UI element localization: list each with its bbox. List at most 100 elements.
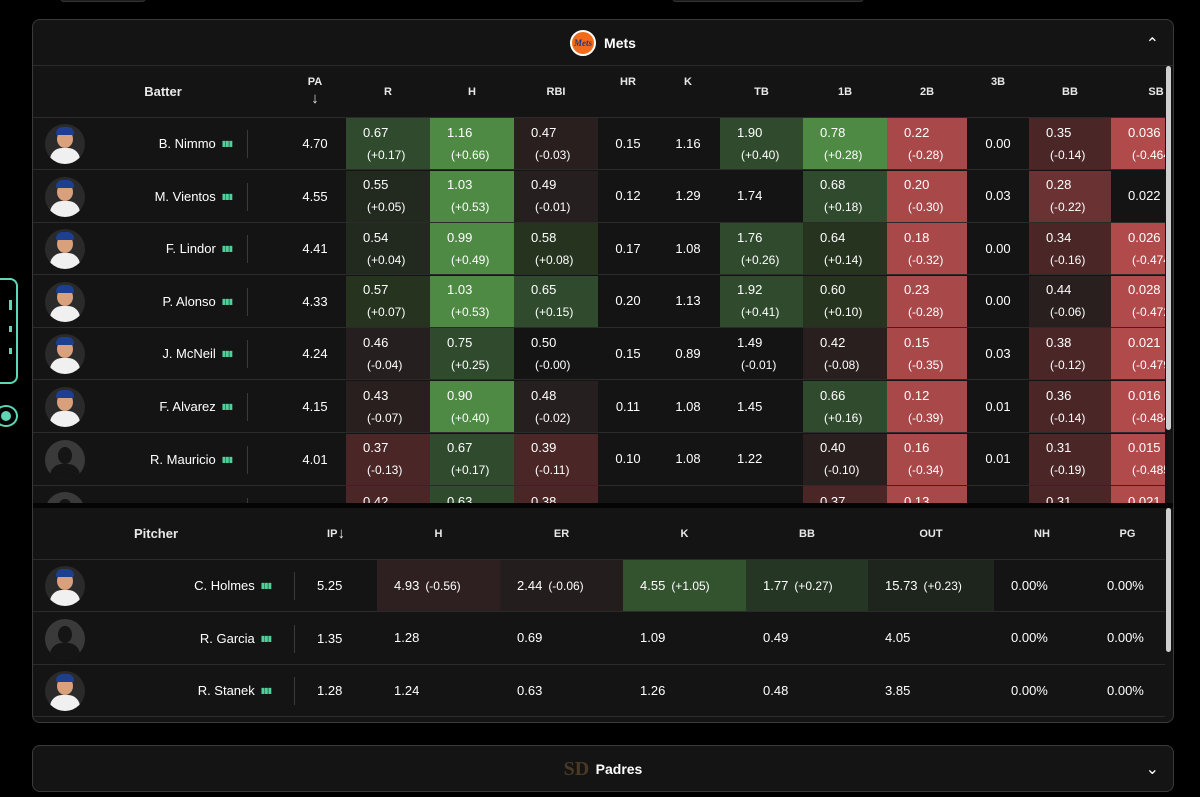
bar-chart-icon[interactable]: ▮▮▮: [221, 139, 233, 148]
stat-value: 1.24: [394, 682, 420, 698]
stat-cell-2b: 0.13: [887, 486, 967, 503]
col-header-r[interactable]: R: [384, 85, 392, 98]
stat-cell-rbi: 0.47 (-0.03): [514, 118, 598, 169]
bar-chart-icon[interactable]: ▮▮▮: [260, 686, 272, 696]
pa-value: [285, 486, 345, 503]
avatar-silhouette: [45, 492, 85, 503]
ip-header[interactable]: IP ↓: [295, 508, 377, 559]
table-row[interactable]: F. Lindor ▮▮▮ 4.41 0.54 (+0.04) 0.99 (+0.49) 0.…: [33, 223, 1165, 276]
player-name[interactable]: M. Vientos ▮▮▮: [113, 171, 233, 222]
player-name[interactable]: F. Lindor ▮▮▮: [113, 223, 233, 274]
bar-chart-icon[interactable]: ▮▮▮: [260, 581, 272, 590]
stat-value: 0.89: [675, 345, 701, 361]
col-header-tb[interactable]: TB: [754, 85, 769, 98]
col-header-bb[interactable]: BB: [1062, 85, 1078, 98]
batter-table: Batter PA ↓ R H RBI HR K TB 1B 2B 3B BB SB B. Nimmo ▮▮▮…: [33, 66, 1165, 503]
stat-value: 0.46: [363, 334, 389, 350]
bar-chart-icon[interactable]: ▮▮▮: [221, 244, 233, 254]
table-row[interactable]: C. Holmes ▮▮▮ 5.25 4.93 (-0.56) 2.44 (-0.06) 4.…: [33, 560, 1165, 612]
bar-chart-icon[interactable]: ▮▮▮: [221, 402, 233, 411]
mets-panel: Mets Mets ⌃ Batter PA ↓ R H RBI HR K TB 1B 2B 3B BB S…: [32, 19, 1174, 723]
stat-value: 0.022: [1128, 188, 1161, 204]
table-row[interactable]: R. Garcia ▮▮▮ 1.35 1.28 0.69 1.09 0.49 4.05 0.00…: [33, 613, 1165, 665]
padres-panel-header[interactable]: SD Padres ⌄: [32, 745, 1174, 792]
col-header-er[interactable]: ER: [553, 527, 570, 540]
player-name[interactable]: R. Mauricio ▮▮▮: [113, 434, 233, 485]
table-row[interactable]: M. Vientos ▮▮▮ 4.55 0.55 (+0.05) 1.03 (+0.53) 0…: [33, 170, 1165, 223]
pa-header[interactable]: PA ↓: [285, 66, 345, 117]
table-row[interactable]: P. Alonso ▮▮▮ 4.33 0.57 (+0.07) 1.03 (+0.53) 0.…: [33, 275, 1165, 328]
stat-cell-3b: [967, 486, 1029, 503]
mets-panel-header[interactable]: Mets Mets ⌃: [33, 20, 1173, 66]
player-name[interactable]: R. Garcia ▮▮▮: [113, 613, 272, 664]
col-header-1b[interactable]: 1B: [837, 85, 853, 98]
batter-header-label: Batter: [144, 84, 182, 99]
radio-toggle-icon[interactable]: [0, 405, 18, 427]
stat-value: 0.65: [531, 282, 557, 298]
chevron-down-icon[interactable]: ⌄: [1145, 761, 1159, 778]
stat-cell-bb: 1.77 (+0.27): [746, 560, 868, 611]
stat-delta: (+0.07): [367, 305, 406, 320]
col-header-k[interactable]: K: [684, 76, 692, 88]
stat-cell-k: [658, 486, 718, 503]
stat-value: 0.54: [363, 229, 389, 245]
bar-chart-icon[interactable]: ▮▮▮: [221, 454, 233, 464]
col-header-sb[interactable]: SB: [1148, 85, 1164, 98]
col-header-h[interactable]: H: [434, 527, 443, 540]
stat-delta: (-0.14): [1050, 147, 1086, 162]
col-header-hr[interactable]: HR: [620, 76, 636, 88]
stat-cell-k: 1.09: [623, 613, 746, 664]
stat-cell-2b: 0.23 (-0.28): [887, 275, 967, 327]
avatar: [45, 229, 85, 270]
stat-value: 0.31: [1046, 440, 1072, 456]
stat-value: 2.44: [517, 577, 543, 593]
batter-scrollbar[interactable]: [1166, 66, 1171, 430]
col-header-pg[interactable]: PG: [1119, 527, 1136, 540]
stat-value: 3.85: [885, 682, 911, 698]
pitcher-header-row: Pitcher IP ↓ H ER K BB OUT NH PG: [33, 508, 1165, 560]
stat-delta: (-0.34): [908, 463, 944, 478]
chevron-up-icon[interactable]: ⌃: [1145, 36, 1159, 53]
col-header-2b[interactable]: 2B: [919, 85, 935, 98]
sort-down-icon[interactable]: ↓: [337, 525, 345, 542]
table-row[interactable]: B. Nimmo ▮▮▮ 4.70 0.67 (+0.17) 1.16 (+0.66) 0.4…: [33, 118, 1165, 170]
player-name[interactable]: B. Nimmo ▮▮▮: [113, 118, 233, 169]
col-header-rbi[interactable]: RBI: [546, 85, 566, 98]
bar-chart-icon[interactable]: ▮▮▮: [260, 633, 272, 643]
player-name[interactable]: F. Alvarez ▮▮▮: [113, 381, 233, 432]
pitcher-scrollbar[interactable]: [1166, 508, 1171, 652]
sort-down-icon[interactable]: ↓: [311, 90, 319, 107]
player-name[interactable]: R. Stanek ▮▮▮: [113, 665, 272, 716]
stat-cell-rbi: 0.58 (+0.08): [514, 223, 598, 275]
col-header-bb[interactable]: BB: [799, 527, 815, 540]
stat-value: 0.00%: [1107, 630, 1144, 646]
player-name[interactable]: C. Holmes ▮▮▮: [113, 560, 272, 611]
col-header-k[interactable]: K: [680, 527, 689, 540]
bar-chart-icon[interactable]: ▮▮▮: [221, 191, 233, 201]
stat-value: 0.20: [615, 293, 641, 309]
bar-chart-icon[interactable]: ▮▮▮: [221, 349, 233, 359]
player-name[interactable]: P. Alonso ▮▮▮: [113, 276, 234, 327]
avatar-silhouette: [45, 439, 85, 480]
player-name[interactable]: J. McNeil ▮▮▮: [113, 328, 233, 379]
player-name[interactable]: [113, 486, 232, 503]
col-header-nh[interactable]: NH: [1034, 527, 1050, 540]
stat-value: 0.35: [1046, 124, 1072, 140]
col-header-out[interactable]: OUT: [919, 527, 943, 540]
table-row[interactable]: R. Stanek ▮▮▮ 1.28 1.24 0.63 1.26 0.48 3.85 0.00…: [33, 665, 1165, 718]
stat-value: 1.16: [447, 124, 473, 140]
bar-chart-icon[interactable]: ▮▮▮: [221, 296, 233, 306]
stat-cell-1b: 0.40 (-0.10): [803, 433, 887, 485]
table-row[interactable]: R. Mauricio ▮▮▮ 4.01 0.37 (-0.13) 0.67 (+0.17)…: [33, 433, 1165, 486]
pa-value: 4.41: [302, 241, 328, 257]
top-tab-right[interactable]: [672, 0, 864, 2]
table-row[interactable]: J. McNeil ▮▮▮ 4.24 0.46 (-0.04) 0.75 (+0.25) 0.…: [33, 328, 1165, 381]
top-tab-left[interactable]: [60, 0, 146, 2]
stat-cell-bb: 0.28 (-0.22): [1029, 170, 1111, 222]
col-header-h[interactable]: H: [468, 85, 476, 98]
stat-value: 0.021: [1128, 494, 1161, 503]
col-header-3b[interactable]: 3B: [990, 76, 1006, 88]
side-panel-toggle[interactable]: [0, 278, 18, 384]
table-row[interactable]: 0.42 0.63 0.38 0.37 0.13 0.31 0.021: [33, 486, 1165, 503]
table-row[interactable]: F. Alvarez ▮▮▮ 4.15 0.43 (-0.07) 0.90 (+0.40) 0…: [33, 381, 1165, 433]
